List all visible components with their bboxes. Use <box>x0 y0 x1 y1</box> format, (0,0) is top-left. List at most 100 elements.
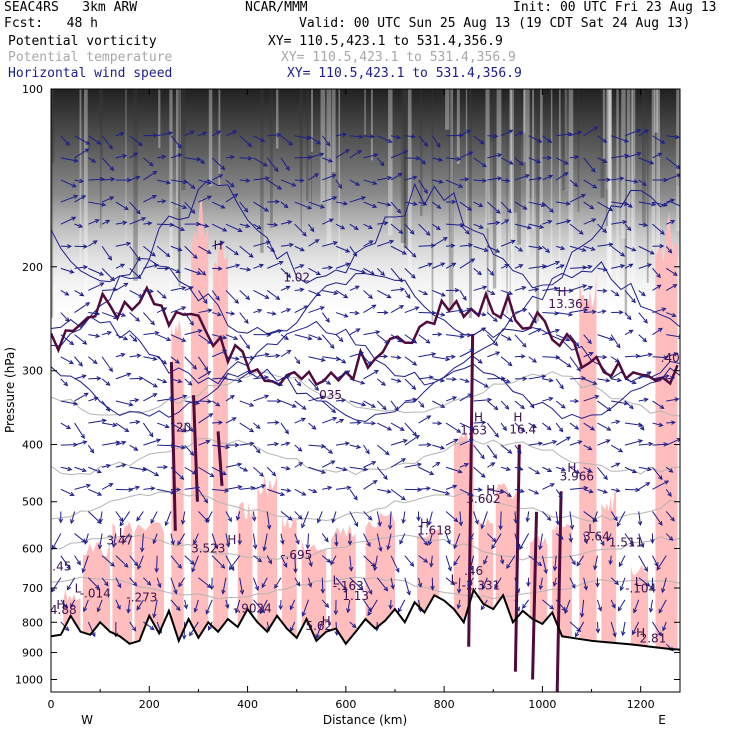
wind-arrow-head <box>515 606 520 612</box>
wind-arrow <box>225 312 235 315</box>
wind-arrow-head <box>92 359 98 365</box>
wind-arrow <box>349 328 360 336</box>
wind-arrow-head <box>406 590 411 596</box>
wind-arrow <box>652 375 669 380</box>
wind-arrow-head <box>491 544 496 550</box>
wind-arrow-head <box>273 167 279 173</box>
wind-arrow-head <box>203 498 209 504</box>
wind-arrow-head <box>663 442 669 447</box>
wind-arrow-head <box>67 466 73 472</box>
wind-arrow <box>652 443 668 446</box>
wind-arrow-head <box>590 246 596 251</box>
wind-arrow <box>569 156 579 159</box>
wind-arrow <box>556 245 565 250</box>
wind-arrow <box>404 157 420 159</box>
wind-arrow <box>453 533 461 549</box>
wind-arrow-head <box>299 287 305 292</box>
contour-label: 3.602 <box>466 492 500 506</box>
pv-shading-region <box>530 536 548 624</box>
wind-arrow-head <box>378 546 383 553</box>
wind-arrow-head <box>569 524 575 531</box>
wind-arrow-head <box>73 194 79 199</box>
wind-arrow-head <box>221 589 226 595</box>
wind-arrow <box>389 599 392 609</box>
wind-arrow-head <box>515 543 521 549</box>
stratosphere-streak <box>338 89 341 265</box>
x-tick-label: 600 <box>335 698 356 711</box>
wind-arrow <box>528 422 537 428</box>
wind-arrow <box>432 201 441 209</box>
wind-arrow <box>555 172 569 181</box>
wind-arrow <box>142 422 154 437</box>
wind-arrow-head <box>450 580 456 586</box>
wind-arrow <box>101 331 112 336</box>
contour-label: 1.618 <box>417 523 451 537</box>
wind-arrow <box>225 599 229 609</box>
wind-arrow <box>184 466 197 475</box>
stratosphere-streak <box>420 89 423 216</box>
wind-arrow <box>170 135 182 149</box>
contour-label: 2.81 <box>640 631 667 645</box>
stratosphere-streak <box>83 89 88 295</box>
x-tick-label: 1000 <box>528 698 556 711</box>
wind-arrow-head <box>469 349 475 354</box>
wind-arrow <box>239 201 248 213</box>
wind-arrow-head <box>616 377 623 383</box>
wind-arrow <box>431 135 441 148</box>
wind-arrow <box>115 312 126 317</box>
stratosphere-streak <box>607 89 612 314</box>
wind-arrow <box>170 533 174 545</box>
wind-arrow <box>335 399 346 402</box>
wind-arrow <box>115 373 131 380</box>
wind-arrow <box>225 245 239 256</box>
wind-arrow-head <box>417 487 423 492</box>
wind-arrow <box>569 245 586 252</box>
wind-arrow <box>638 371 651 380</box>
wind-arrow <box>487 290 495 295</box>
wind-arrow <box>205 599 213 614</box>
wind-arrow <box>652 152 662 159</box>
wind-arrow-head <box>220 165 226 171</box>
wind-arrow <box>363 356 372 366</box>
wind-arrow <box>390 439 408 446</box>
wind-arrow-head <box>555 355 561 360</box>
wind-arrow <box>611 378 622 382</box>
wind-arrow-head <box>196 270 202 276</box>
wind-arrow-head <box>663 355 669 360</box>
wind-arrow <box>321 444 333 454</box>
wind-arrow-head <box>489 271 495 276</box>
wind-arrow <box>349 285 360 291</box>
wind-arrow <box>404 378 416 390</box>
wind-arrow-head <box>440 262 446 267</box>
wind-arrow-head <box>195 485 201 491</box>
wind-arrow-head <box>314 386 320 391</box>
wind-arrow-head <box>538 585 544 591</box>
wind-arrow-head <box>602 138 608 143</box>
wind-arrow-head <box>152 383 158 388</box>
wind-arrow-head <box>181 428 187 433</box>
wind-arrow <box>349 489 358 500</box>
wind-arrow <box>514 488 524 493</box>
wind-arrow-head <box>202 299 208 305</box>
wind-arrow <box>332 511 337 523</box>
wind-arrow-head <box>437 421 443 426</box>
wind-arrow-head <box>416 462 423 467</box>
wind-arrow-head <box>260 484 266 489</box>
wind-arrow-head <box>456 428 462 433</box>
wind-arrow <box>624 290 636 303</box>
wind-arrow-head <box>85 140 91 145</box>
wind-arrow <box>624 201 633 208</box>
wind-arrow <box>294 135 311 139</box>
wind-arrow <box>129 354 141 358</box>
wind-arrow-head <box>415 435 420 440</box>
wind-arrow-head <box>126 608 131 614</box>
wind-arrow <box>101 268 115 281</box>
wind-arrow <box>624 488 640 491</box>
wind-arrow-head <box>229 394 235 400</box>
wind-arrow-head <box>495 248 501 253</box>
wind-arrow <box>184 400 200 404</box>
wind-arrow-head <box>481 312 487 317</box>
wind-arrow-head <box>667 492 672 498</box>
wind-arrow-head <box>482 178 488 183</box>
wind-arrow-head <box>588 286 594 291</box>
